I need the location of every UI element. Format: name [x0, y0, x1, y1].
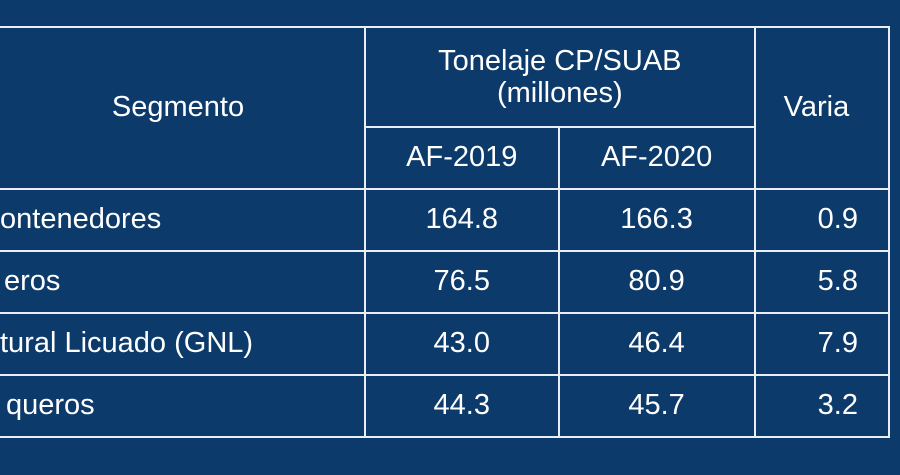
segment-label: eros	[4, 265, 61, 298]
af2019-cell: 44.3	[363, 374, 560, 438]
variation-cell: 0.9	[753, 188, 891, 252]
header-tonnage-group: Tonelaje CP/SUAB (millones)	[363, 26, 756, 128]
tonnage-table: Segmento Tonelaje CP/SUAB (millones) Var…	[0, 26, 891, 438]
segment-label: tural Licuado (GNL)	[0, 327, 254, 360]
header-segment: Segmento	[0, 26, 366, 190]
variation-cell: 3.2	[753, 374, 891, 438]
segment-cell: ontenedores	[0, 188, 366, 252]
af2020-cell: 45.7	[557, 374, 756, 438]
af2020-cell: 80.9	[557, 250, 756, 314]
header-tonnage-line2: (millones)	[496, 77, 623, 109]
variation-cell: 5.8	[753, 250, 891, 314]
header-year-2020: AF-2020	[557, 126, 756, 190]
table-row: eros 76.5 80.9 5.8	[0, 250, 891, 314]
segment-cell: tural Licuado (GNL)	[0, 312, 366, 376]
af2020-cell: 166.3	[557, 188, 756, 252]
segment-label: queros	[6, 389, 95, 422]
header-tonnage-line1: Tonelaje CP/SUAB	[438, 44, 682, 77]
header-variation: Varia	[753, 26, 891, 190]
table-row: tural Licuado (GNL) 43.0 46.4 7.9	[0, 312, 891, 376]
variation-cell: 7.9	[753, 312, 891, 376]
af2019-cell: 43.0	[363, 312, 560, 376]
segment-cell: queros	[0, 374, 366, 438]
table-row: queros 44.3 45.7 3.2	[0, 374, 891, 438]
header-year-2019: AF-2019	[363, 126, 560, 190]
segment-cell: eros	[0, 250, 366, 314]
af2019-cell: 76.5	[363, 250, 560, 314]
af2019-cell: 164.8	[363, 188, 560, 252]
af2020-cell: 46.4	[557, 312, 756, 376]
segment-label: ontenedores	[0, 203, 162, 236]
table-row: ontenedores 164.8 166.3 0.9	[0, 188, 891, 252]
